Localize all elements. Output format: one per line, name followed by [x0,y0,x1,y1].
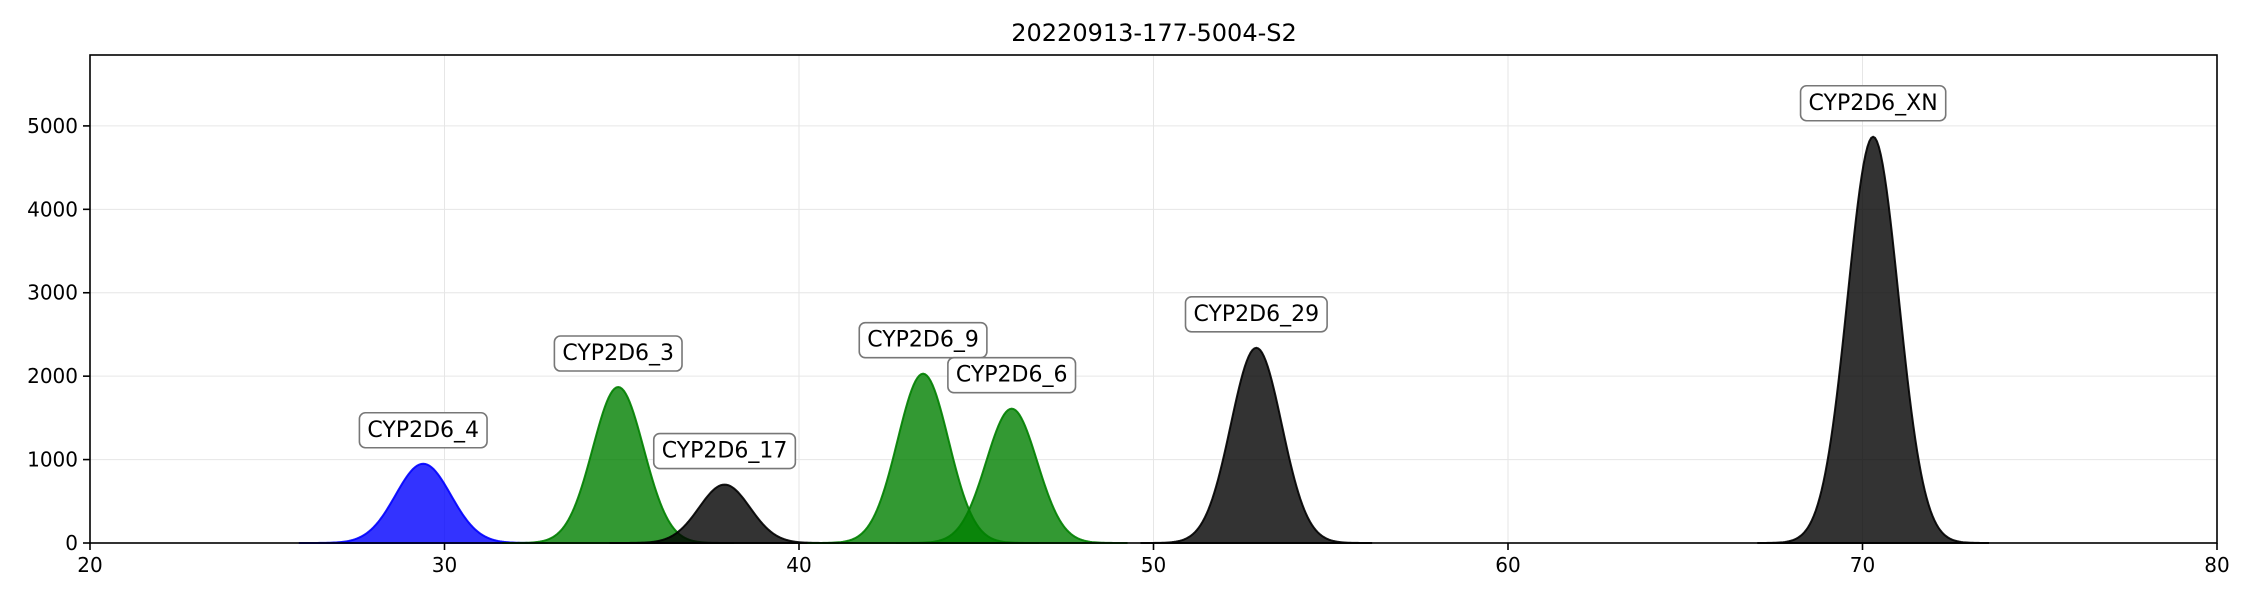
peak-label-text: CYP2D6_17 [662,439,788,464]
y-tick-label: 3000 [27,281,78,305]
peak-cyp2d6-4 [298,462,548,544]
x-tick-label: 70 [1850,553,1875,577]
y-tick-label: 1000 [27,448,78,472]
peak-label: CYP2D6_4 [358,411,488,449]
x-tick-label: 30 [432,553,457,577]
peak-label-box [1184,295,1328,333]
peak-label: CYP2D6_6 [947,356,1077,394]
y-tick-label: 2000 [27,364,78,388]
peak-label-text: CYP2D6_XN [1809,91,1938,116]
x-tick-label: 50 [1141,553,1166,577]
chart-title: 20220913-177-5004-S2 [1011,19,1297,47]
peak-label-box [1799,84,1947,122]
peak-label: CYP2D6_29 [1184,295,1328,333]
peak-cyp2d6-29 [1140,346,1373,544]
x-tick-label: 60 [1495,553,1520,577]
x-tick-label: 20 [77,553,102,577]
y-tick-label: 5000 [27,114,78,138]
peak-label-text: CYP2D6_29 [1194,302,1320,327]
peak-label-text: CYP2D6_4 [367,418,479,443]
peak-label: CYP2D6_XN [1799,84,1947,122]
y-axis: 0 1000 2000 3000 4000 5000 [27,114,90,555]
y-tick-label: 4000 [27,197,78,221]
peak-label: CYP2D6_17 [652,432,797,470]
peak-cyp2d6-6 [895,407,1128,544]
y-tick-label: 0 [65,531,78,555]
peak-label-box [358,411,488,449]
x-axis: 20 30 40 50 60 70 80 [77,543,2230,577]
peak-label-box [947,356,1077,394]
peak-label-text: CYP2D6_3 [562,341,674,366]
x-tick-label: 40 [786,553,811,577]
peak-label-box [652,432,797,470]
peak-label: CYP2D6_3 [553,335,683,372]
peak-label-text: CYP2D6_6 [956,363,1068,388]
x-tick-label: 80 [2204,553,2229,577]
peak-cyp2d6-xn [1757,135,1989,544]
peaks [298,135,1989,544]
peak-label-box [858,321,988,359]
peak-label-text: CYP2D6_9 [867,328,979,353]
peak-label-box [553,335,683,372]
peak-labels: CYP2D6_4 CYP2D6_3 CYP2D6_17 CYP2D6_9 CYP2D6_… [358,84,1947,470]
peak-label: CYP2D6_9 [858,321,988,359]
